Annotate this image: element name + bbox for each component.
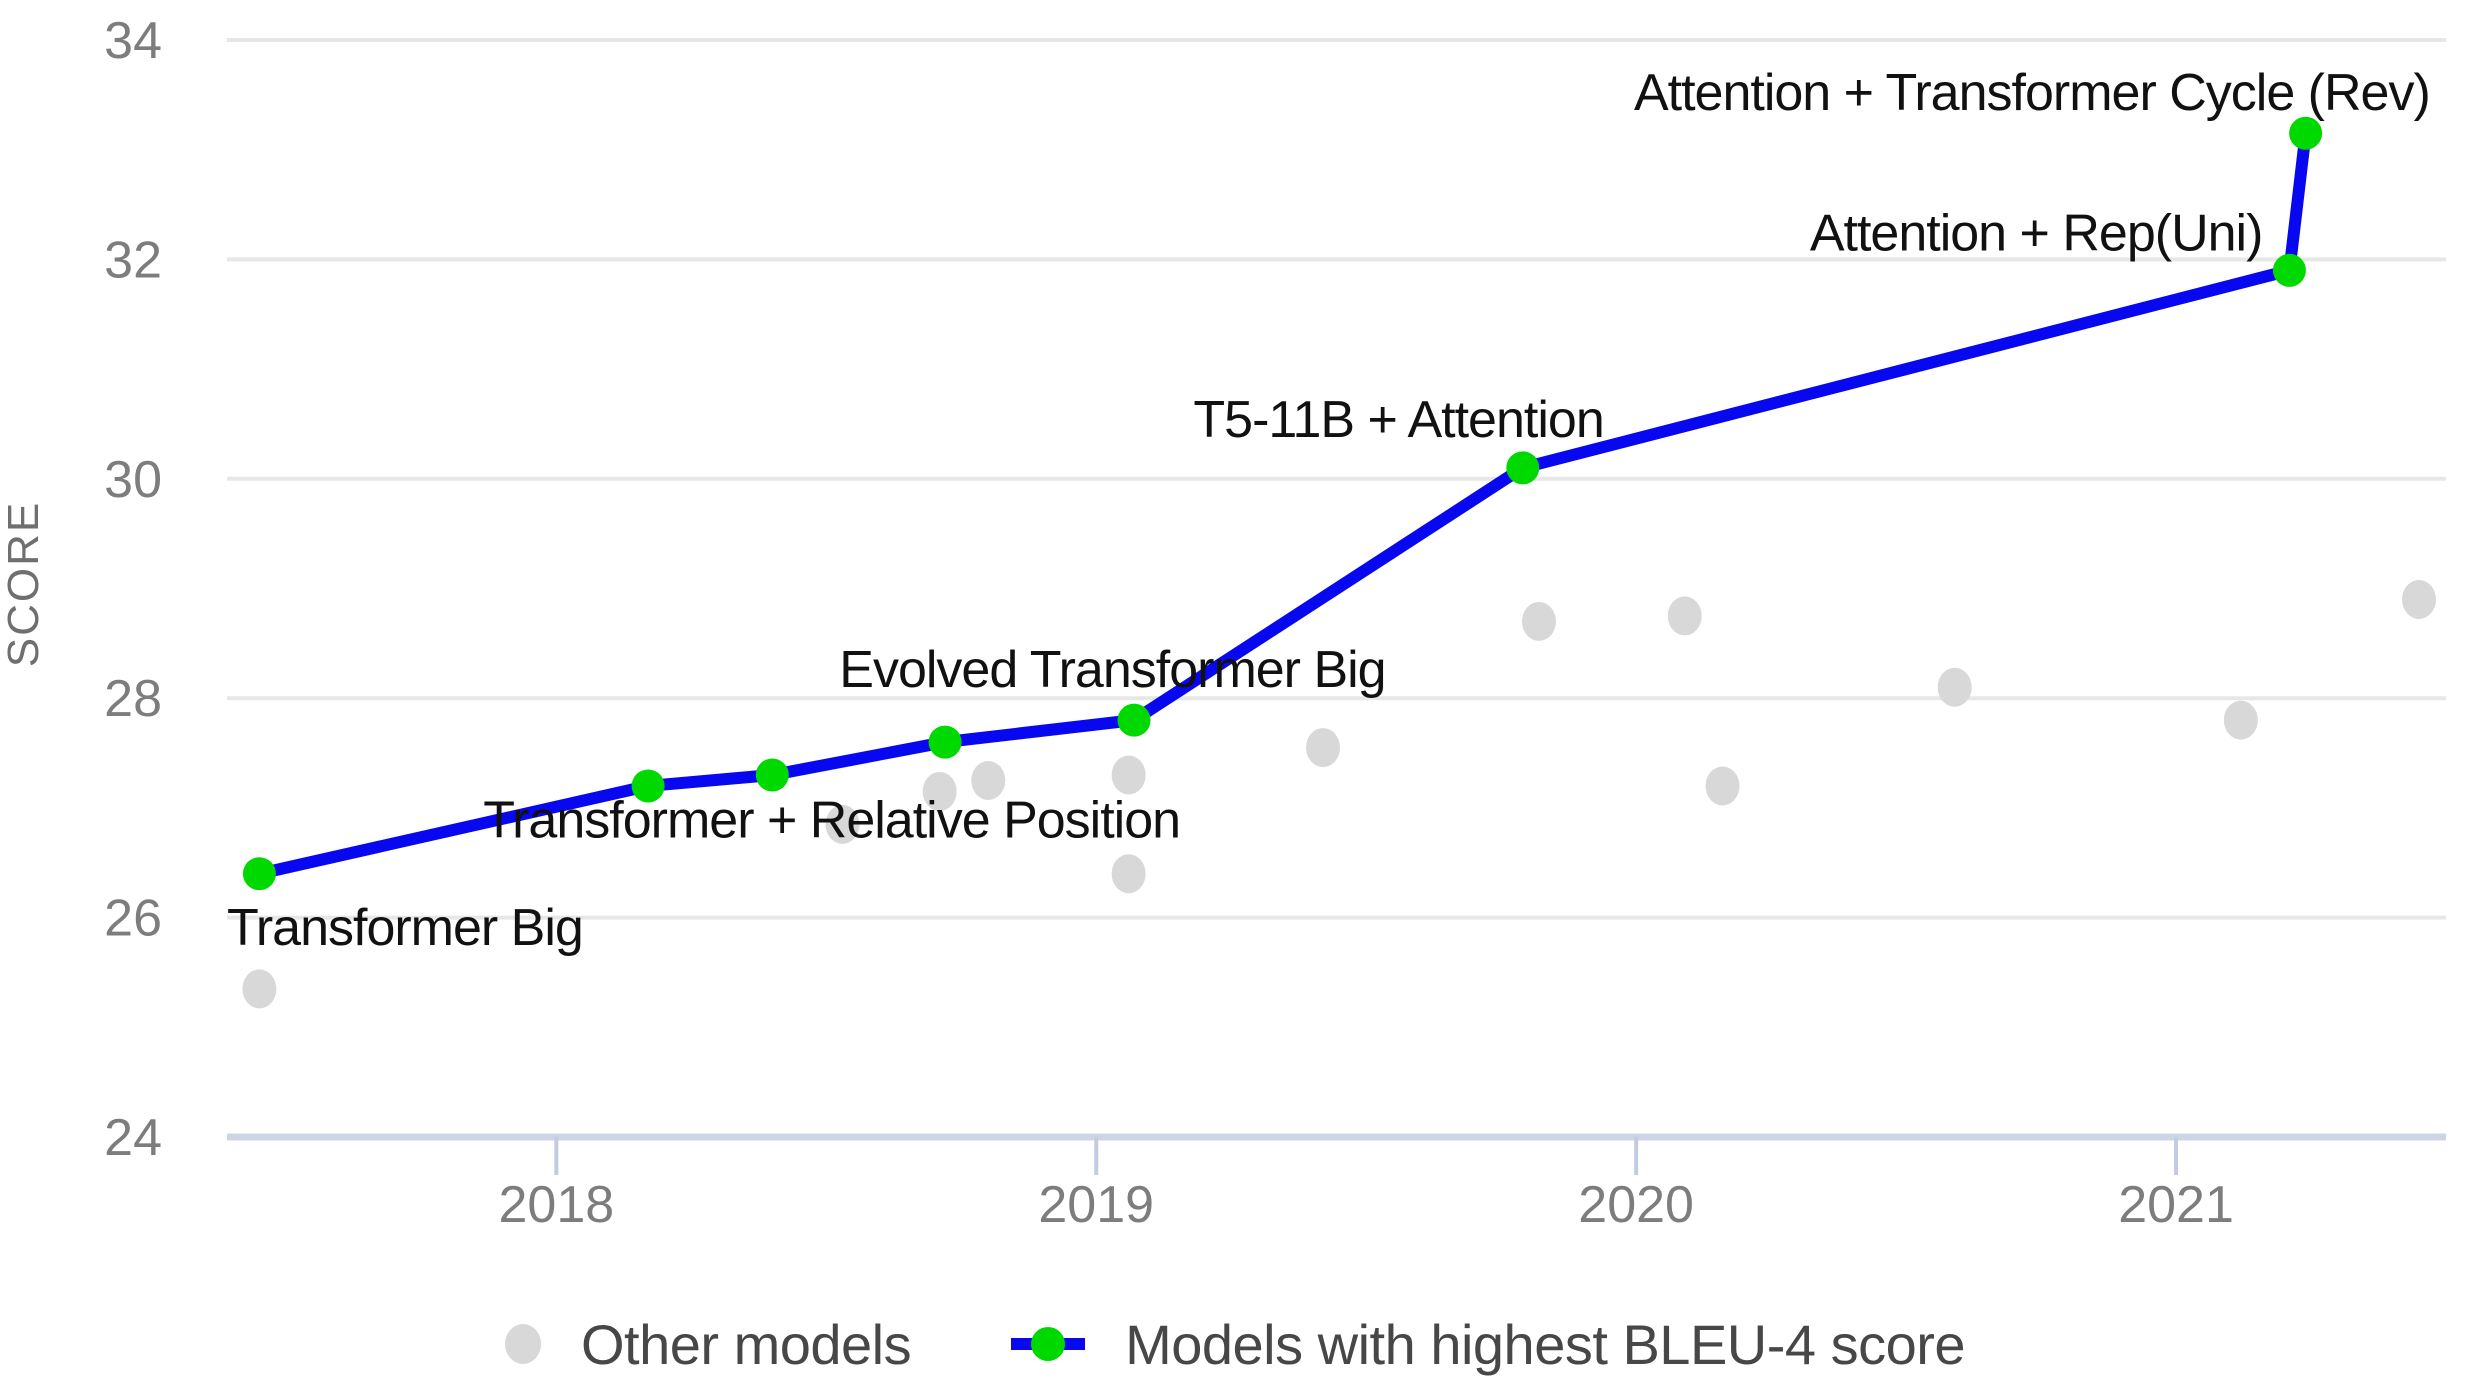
x-tick-label: 2019 [1038, 1176, 1154, 1234]
legend-item-other-models: Other models [504, 1312, 912, 1377]
legend-label-other-models: Other models [580, 1312, 912, 1376]
point-label[interactable]: Evolved Transformer Big [839, 641, 1386, 699]
other-model-point[interactable] [1937, 667, 1972, 707]
other-model-point[interactable] [242, 969, 277, 1009]
legend-item-highest-bleu: Models with highest BLEU-4 score [1011, 1312, 1966, 1377]
y-tick-label: 30 [104, 451, 162, 509]
sota-model-point[interactable] [928, 725, 962, 759]
point-label[interactable]: T5-11B + Attention [1193, 391, 1604, 449]
other-model-point[interactable] [1111, 854, 1146, 894]
sota-line [253, 127, 2312, 880]
y-tick-label: 32 [104, 231, 162, 289]
other-model-point[interactable] [1667, 596, 1702, 636]
y-tick-label: 34 [104, 12, 162, 70]
gray-dot-icon [504, 1324, 541, 1364]
x-tick-label: 2021 [2118, 1176, 2234, 1234]
point-label[interactable]: Transformer Big [227, 899, 584, 957]
other-model-point[interactable] [1111, 755, 1146, 795]
sota-model-point[interactable] [2272, 253, 2306, 287]
other-model-point[interactable] [825, 804, 860, 844]
sota-model-point[interactable] [1117, 703, 1151, 737]
point-label[interactable]: Attention + Rep(Uni) [1810, 205, 2264, 263]
y-axis-title: SCORE [0, 501, 48, 667]
line-with-green-dot-icon [1011, 1323, 1086, 1365]
green-dot-icon [1031, 1327, 1066, 1361]
legend: Other models Models with highest BLEU-4 … [0, 1296, 2470, 1392]
other-model-point[interactable] [971, 760, 1006, 800]
sota-model-point[interactable] [631, 769, 665, 803]
legend-label-highest-bleu: Models with highest BLEU-4 score [1125, 1312, 1966, 1376]
sota-model-point[interactable] [755, 758, 789, 792]
sota-model-point[interactable] [2289, 116, 2323, 150]
point-label[interactable]: Attention + Transformer Cycle (Rev) [1634, 64, 2431, 122]
other-model-point[interactable] [1521, 601, 1556, 641]
x-tick-label: 2018 [498, 1176, 614, 1234]
other-model-point[interactable] [1306, 728, 1341, 768]
y-tick-label: 26 [104, 890, 162, 948]
sota-model-point[interactable] [242, 857, 276, 891]
y-tick-label: 28 [104, 670, 162, 728]
sota-model-point[interactable] [1506, 451, 1540, 485]
other-model-point[interactable] [2402, 579, 2437, 619]
y-tick-label: 24 [104, 1109, 162, 1167]
x-tick-label: 2020 [1578, 1176, 1694, 1234]
other-model-point[interactable] [1705, 766, 1740, 806]
point-label[interactable]: Transformer + Relative Position [483, 792, 1181, 850]
other-model-point[interactable] [2223, 700, 2258, 740]
other-model-point[interactable] [922, 771, 957, 811]
